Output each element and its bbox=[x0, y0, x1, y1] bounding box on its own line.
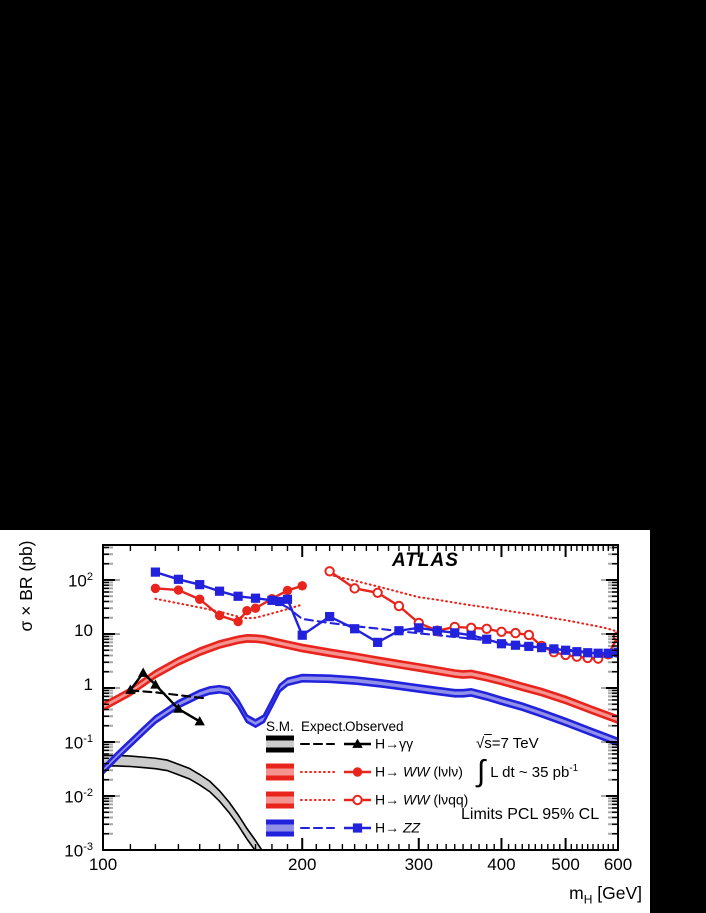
legend-header-sm: S.M. bbox=[266, 719, 294, 734]
y-tick-label: 1 bbox=[83, 675, 93, 694]
x-tick-label: 600 bbox=[603, 855, 633, 874]
x-axis-title-sub: H bbox=[583, 892, 593, 907]
luminosity-text: L dt ~ 35 pb-1 bbox=[490, 763, 578, 781]
x-axis-title: mH [GeV] bbox=[500, 883, 642, 907]
x-tick-label: 500 bbox=[551, 855, 580, 874]
legend-row-WW-lvqq: H→ WW (lνqq) bbox=[266, 791, 468, 809]
expected-line-WW-lvqq bbox=[328, 573, 618, 633]
legend-label-gamma-gamma: H→γγ bbox=[375, 736, 413, 752]
x-axis-title-main: m bbox=[569, 883, 584, 903]
axis-ticks bbox=[102, 545, 619, 851]
legend: S.M. Expect.Observed H→γγ H→ WW (lνlν) H→ WW… bbox=[266, 719, 468, 837]
limits-method-annotation: Limits PCL 95% CL bbox=[461, 806, 600, 823]
luminosity-value: L dt ~ 35 pb bbox=[490, 764, 570, 781]
observed-series-ZZ bbox=[150, 567, 618, 658]
y-tick-label: 10-1 bbox=[64, 733, 93, 753]
y-tick-label: 102 bbox=[67, 571, 93, 591]
y-tick-label: 10 bbox=[74, 621, 93, 640]
legend-header-observed: Observed bbox=[345, 719, 404, 734]
x-tick-label: 100 bbox=[88, 855, 118, 874]
sqrt-icon: √ bbox=[476, 735, 485, 752]
cme-annotation: √s=7 TeV bbox=[476, 735, 539, 752]
legend-label-WW-lvqq: H→ WW (lνqq) bbox=[375, 792, 468, 808]
sm-band-gamma-gamma bbox=[103, 754, 263, 850]
sm-band-WW-lvlv bbox=[103, 633, 618, 724]
legend-header-expect: Expect. bbox=[301, 719, 346, 734]
expected-line-gamma-gamma bbox=[129, 689, 209, 700]
integral-icon: ∫ bbox=[477, 755, 486, 788]
y-tick-label: 10-3 bbox=[64, 841, 93, 861]
x-axis-title-units: [GeV] bbox=[592, 883, 642, 903]
observed-series-gamma-gamma bbox=[125, 667, 205, 726]
luminosity-exponent: -1 bbox=[569, 763, 579, 774]
cme-value: =7 TeV bbox=[491, 735, 539, 752]
experiment-label: ATLAS bbox=[392, 550, 459, 571]
legend-row-WW-lvlv: H→ WW (lνlν) bbox=[266, 763, 463, 781]
legend-label-ZZ: H→ ZZ bbox=[375, 820, 421, 836]
sqrt-s: s bbox=[484, 735, 492, 752]
legend-label-WW-lvlv: H→ WW (lνlν) bbox=[375, 764, 463, 780]
x-tick-label: 400 bbox=[487, 855, 516, 874]
plot-data bbox=[103, 566, 618, 850]
x-tick-label: 300 bbox=[404, 855, 433, 874]
x-tick-label: 200 bbox=[288, 855, 317, 874]
legend-row-gamma-gamma: H→γγ bbox=[266, 735, 413, 753]
luminosity-annotation: ∫ L dt ~ 35 pb-1 bbox=[477, 757, 578, 787]
y-tick-label: 10-2 bbox=[64, 787, 93, 807]
plot-frame bbox=[102, 544, 619, 851]
legend-row-ZZ: H→ ZZ bbox=[266, 819, 421, 837]
